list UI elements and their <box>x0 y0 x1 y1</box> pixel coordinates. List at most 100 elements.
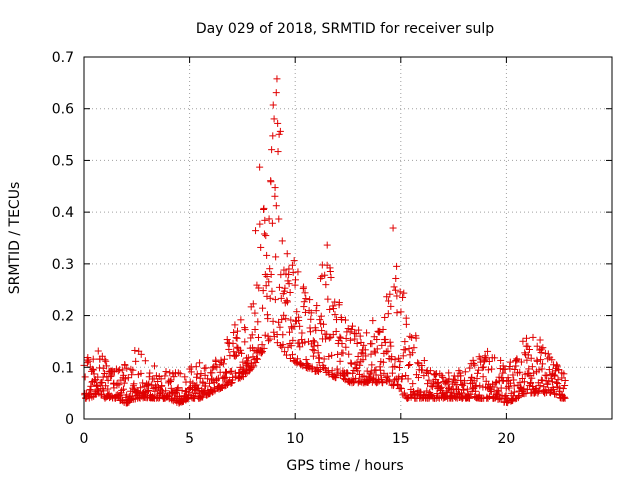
data-point <box>197 370 205 378</box>
data-point <box>423 368 431 376</box>
x-tick-label: 10 <box>286 431 304 447</box>
data-point <box>229 373 237 381</box>
data-point <box>136 384 144 392</box>
data-point <box>347 359 355 367</box>
data-point <box>391 362 399 370</box>
data-point <box>312 326 320 334</box>
data-point <box>87 386 95 394</box>
y-axis-label: SRMTID / TECUs <box>7 182 23 295</box>
data-point <box>312 307 320 315</box>
data-point <box>317 312 325 320</box>
data-point <box>259 287 267 295</box>
y-tick-label: 0.5 <box>52 153 74 169</box>
data-point <box>502 392 510 400</box>
data-point <box>213 375 221 383</box>
data-point <box>253 281 261 289</box>
data-point <box>90 370 98 378</box>
data-point <box>162 387 170 395</box>
data-point <box>530 369 538 377</box>
data-point <box>167 376 175 384</box>
data-point <box>362 352 370 360</box>
data-point <box>426 390 434 398</box>
data-point <box>535 366 543 374</box>
data-point <box>241 326 249 334</box>
data-point <box>414 359 422 367</box>
data-point <box>211 363 219 371</box>
data-point <box>294 268 302 276</box>
y-tick-label: 0.6 <box>52 102 74 118</box>
data-point <box>174 384 182 392</box>
data-point <box>335 299 343 307</box>
data-point <box>321 271 329 279</box>
data-point <box>254 355 262 363</box>
data-point <box>520 378 528 386</box>
data-point <box>401 338 409 346</box>
data-point <box>400 289 408 297</box>
data-point <box>368 361 376 369</box>
data-point <box>231 352 239 360</box>
data-point <box>94 347 102 355</box>
data-point <box>266 294 274 302</box>
data-point <box>528 363 536 371</box>
data-point <box>491 354 499 362</box>
data-point <box>381 313 389 321</box>
data-point <box>336 333 344 341</box>
data-point <box>420 357 428 365</box>
data-point <box>206 379 214 387</box>
data-point <box>124 374 132 382</box>
data-point <box>355 326 363 334</box>
data-point <box>357 349 365 357</box>
data-point <box>470 360 478 368</box>
y-tick-label: 0 <box>65 412 74 428</box>
data-point <box>157 375 165 383</box>
data-point <box>354 352 362 360</box>
data-point <box>384 347 392 355</box>
data-point <box>399 293 407 301</box>
data-point <box>260 344 268 352</box>
data-point <box>497 356 505 364</box>
data-point <box>348 322 356 330</box>
data-point <box>405 345 413 353</box>
data-point <box>202 382 210 390</box>
data-point <box>100 387 108 395</box>
data-point <box>361 346 369 354</box>
data-point <box>152 372 160 380</box>
data-point <box>387 342 395 350</box>
data-point <box>93 386 101 394</box>
data-point <box>237 316 245 324</box>
data-point <box>272 89 280 97</box>
data-point <box>538 365 546 373</box>
data-point <box>300 298 308 306</box>
data-point <box>554 376 562 384</box>
data-point <box>212 357 220 365</box>
data-point <box>288 261 296 269</box>
data-point <box>561 377 569 385</box>
data-point <box>276 323 284 331</box>
data-point <box>525 365 533 373</box>
data-point <box>268 146 276 154</box>
data-point <box>473 375 481 383</box>
data-point <box>539 360 547 368</box>
data-point <box>560 370 568 378</box>
data-point <box>346 336 354 344</box>
data-points <box>80 75 569 407</box>
data-point <box>193 373 201 381</box>
data-point <box>536 382 544 390</box>
data-point <box>278 237 286 245</box>
data-point <box>301 289 309 297</box>
data-point <box>323 241 331 249</box>
data-point <box>418 366 426 374</box>
data-point <box>472 387 480 395</box>
data-point <box>324 295 332 303</box>
data-point <box>290 257 298 265</box>
data-point <box>529 333 537 341</box>
data-point <box>348 325 356 333</box>
data-point <box>271 296 279 304</box>
data-point <box>150 362 158 370</box>
data-point <box>406 360 414 368</box>
data-point <box>239 358 247 366</box>
data-point <box>561 382 569 390</box>
data-point <box>320 364 328 372</box>
data-point <box>379 378 387 386</box>
data-point <box>487 388 495 396</box>
